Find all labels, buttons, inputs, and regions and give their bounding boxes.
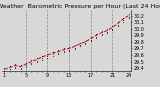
Point [84, 42, 87, 44]
Point [95, 36, 97, 37]
Point [57, 52, 60, 54]
Point [84, 44, 87, 45]
Point [73, 48, 76, 50]
Point [106, 31, 108, 33]
Point [111, 28, 114, 29]
Title: Milwaukee Weather  Barometric Pressure per Hour (Last 24 Hours): Milwaukee Weather Barometric Pressure pe… [0, 4, 160, 9]
Point [8, 65, 11, 67]
Point [30, 62, 33, 64]
Point [8, 69, 11, 70]
Point [52, 54, 54, 55]
Point [19, 69, 22, 70]
Point [62, 48, 65, 49]
Point [68, 46, 70, 48]
Point [116, 24, 119, 26]
Point [62, 52, 65, 53]
Point [14, 67, 16, 69]
Point [25, 65, 27, 66]
Point [46, 57, 49, 58]
Point [41, 59, 43, 60]
Point [3, 67, 6, 69]
Point [89, 39, 92, 41]
Point [95, 33, 97, 35]
Point [122, 21, 124, 22]
Point [57, 50, 60, 51]
Point [35, 60, 38, 62]
Point [73, 44, 76, 46]
Point [79, 42, 81, 43]
Point [30, 63, 33, 65]
Point [30, 60, 33, 61]
Point [14, 63, 16, 65]
Point [106, 29, 108, 30]
Point [62, 50, 65, 52]
Point [95, 37, 97, 39]
Point [100, 33, 103, 35]
Point [111, 25, 114, 27]
Point [68, 49, 70, 50]
Point [68, 50, 70, 52]
Point [127, 16, 130, 18]
Point [116, 25, 119, 27]
Point [35, 62, 38, 63]
Point [19, 65, 22, 66]
Point [84, 40, 87, 41]
Point [79, 46, 81, 47]
Point [41, 55, 43, 56]
Point [122, 20, 124, 21]
Point [122, 17, 124, 18]
Point [79, 44, 81, 46]
Point [25, 66, 27, 67]
Point [127, 14, 130, 15]
Point [116, 21, 119, 23]
Point [100, 35, 103, 36]
Point [52, 51, 54, 52]
Point [57, 54, 60, 55]
Point [25, 62, 27, 64]
Point [127, 18, 130, 19]
Point [3, 71, 6, 73]
Point [8, 68, 11, 69]
Point [41, 58, 43, 59]
Point [19, 67, 22, 69]
Point [73, 47, 76, 48]
Point [106, 33, 108, 34]
Point [89, 41, 92, 42]
Point [35, 58, 38, 59]
Point [111, 29, 114, 31]
Point [46, 56, 49, 57]
Point [100, 31, 103, 32]
Point [52, 55, 54, 56]
Point [89, 37, 92, 38]
Point [14, 66, 16, 67]
Point [3, 70, 6, 71]
Point [46, 53, 49, 54]
